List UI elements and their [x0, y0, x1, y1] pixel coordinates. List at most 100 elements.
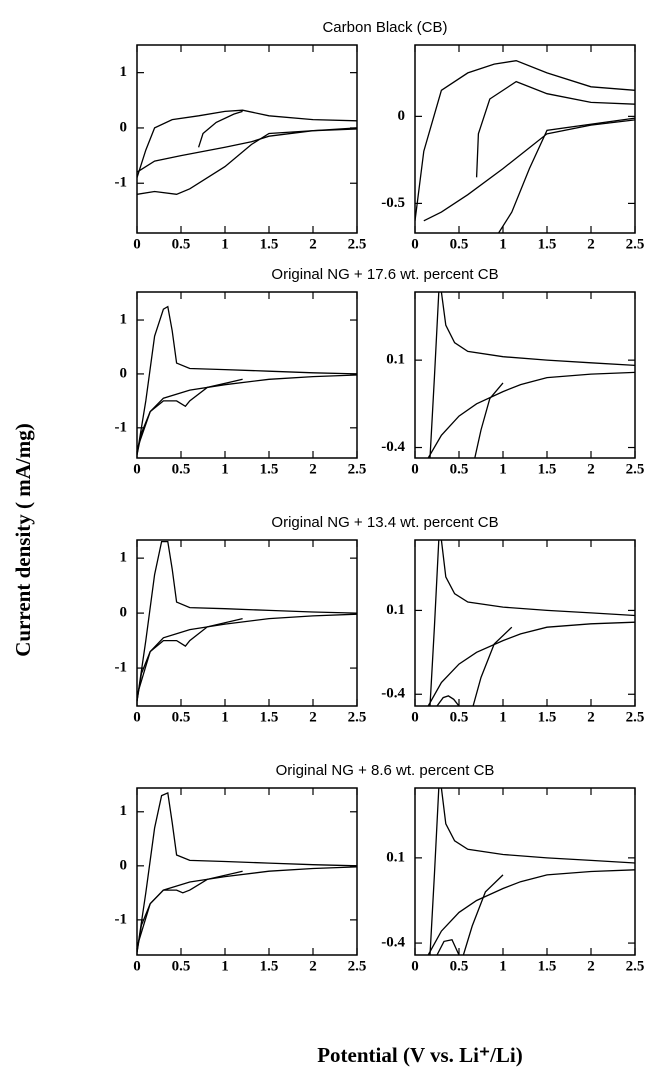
- x-tick-label: 0.5: [172, 461, 191, 477]
- cv-curve: [415, 60, 635, 221]
- x-tick-label: 2: [309, 236, 317, 252]
- x-axis-label: Potential (V vs. Li⁺/Li): [317, 1043, 523, 1067]
- y-tick-label: 0: [120, 119, 128, 135]
- x-tick-label: 1.5: [538, 236, 557, 252]
- y-tick-label: -0.4: [381, 439, 405, 455]
- y-tick-label: 1: [120, 64, 128, 80]
- cv-curve: [137, 378, 243, 450]
- cv-curve: [474, 382, 504, 458]
- cv-curve: [137, 305, 357, 455]
- x-tick-label: 1: [499, 958, 507, 974]
- frame: [136, 539, 358, 707]
- cv-curve: [427, 869, 635, 955]
- cv-curve: [137, 127, 357, 195]
- x-tick-label: 0: [133, 958, 141, 974]
- cv-curve: [427, 621, 635, 706]
- cv-curve: [137, 109, 357, 178]
- cv-curve: [137, 791, 357, 953]
- cv-curve: [440, 540, 635, 617]
- y-tick-label: 0: [120, 857, 128, 873]
- x-tick-label: 2.5: [348, 461, 367, 477]
- x-tick-label: 1: [221, 236, 229, 252]
- panel-title: Original NG + 17.6 wt. percent CB: [271, 266, 498, 283]
- x-tick-label: 1.5: [538, 958, 557, 974]
- x-tick-label: 2: [309, 709, 317, 725]
- y-tick-label: 0.1: [386, 602, 405, 618]
- x-tick-label: 1.5: [260, 958, 279, 974]
- x-tick-label: 0: [133, 709, 141, 725]
- y-tick-label: 1: [120, 803, 128, 819]
- x-tick-label: 1.5: [260, 709, 279, 725]
- cv-curve: [137, 128, 357, 173]
- y-tick-label: -1: [115, 419, 128, 435]
- y-tick-label: 0: [398, 108, 406, 124]
- y-tick-label: -1: [115, 175, 128, 191]
- x-tick-label: 1: [221, 709, 229, 725]
- y-tick-label: -0.4: [381, 935, 405, 951]
- x-tick-label: 2: [587, 958, 595, 974]
- x-tick-label: 1: [499, 709, 507, 725]
- x-tick-label: 2.5: [348, 236, 367, 252]
- frame: [136, 44, 358, 234]
- y-tick-label: 0: [120, 605, 128, 621]
- y-tick-label: -0.5: [381, 195, 405, 211]
- panel-title: Original NG + 13.4 wt. percent CB: [271, 514, 498, 531]
- y-tick-label: 0.1: [386, 849, 405, 865]
- cv-curve: [498, 117, 635, 233]
- x-tick-label: 2: [309, 461, 317, 477]
- x-tick-label: 1: [499, 236, 507, 252]
- cv-curve: [436, 695, 460, 706]
- x-tick-label: 0: [411, 709, 419, 725]
- cv-curve: [440, 788, 635, 864]
- x-tick-label: 2.5: [626, 709, 645, 725]
- x-tick-label: 1: [221, 461, 229, 477]
- x-tick-label: 2: [587, 709, 595, 725]
- cv-curve: [429, 292, 440, 458]
- cv-curve: [137, 617, 243, 696]
- y-tick-label: -1: [115, 911, 128, 927]
- cv-curve: [429, 788, 440, 955]
- x-tick-label: 1: [499, 461, 507, 477]
- cv-curve: [462, 874, 504, 955]
- x-tick-label: 2.5: [626, 958, 645, 974]
- x-tick-label: 0.5: [450, 958, 469, 974]
- x-tick-label: 2: [309, 958, 317, 974]
- x-tick-label: 0.5: [450, 461, 469, 477]
- frame: [414, 291, 636, 459]
- cv-curve: [197, 110, 243, 148]
- x-tick-label: 1.5: [260, 461, 279, 477]
- cv-curve: [475, 80, 635, 178]
- cv-curve: [472, 626, 513, 706]
- y-tick-label: 0: [120, 365, 128, 381]
- x-tick-label: 1.5: [538, 709, 557, 725]
- frame: [414, 44, 636, 234]
- x-tick-label: 0: [411, 958, 419, 974]
- x-tick-label: 1.5: [260, 236, 279, 252]
- y-axis-label: Current density ( mA/mg): [11, 423, 35, 657]
- x-tick-label: 0: [411, 236, 419, 252]
- x-tick-label: 0.5: [172, 958, 191, 974]
- cv-curve: [137, 870, 243, 948]
- cv-curve: [423, 119, 635, 222]
- cv-curve: [427, 371, 635, 458]
- x-tick-label: 2.5: [348, 709, 367, 725]
- cv-curve: [137, 374, 357, 455]
- frame: [136, 787, 358, 956]
- x-tick-label: 0: [411, 461, 419, 477]
- panel-title: Original NG + 8.6 wt. percent CB: [276, 762, 495, 779]
- x-tick-label: 0.5: [450, 236, 469, 252]
- y-tick-label: 1: [120, 311, 128, 327]
- x-tick-label: 1.5: [538, 461, 557, 477]
- x-tick-label: 0: [133, 236, 141, 252]
- panel-title: Carbon Black (CB): [322, 19, 447, 36]
- x-tick-label: 2: [587, 236, 595, 252]
- cv-curve: [137, 540, 357, 702]
- x-tick-label: 0.5: [172, 236, 191, 252]
- x-tick-label: 0.5: [172, 709, 191, 725]
- y-tick-label: -1: [115, 660, 128, 676]
- x-tick-label: 0: [133, 461, 141, 477]
- y-tick-label: 0.1: [386, 352, 405, 368]
- cv-curve: [137, 866, 357, 953]
- cv-curve: [429, 540, 440, 706]
